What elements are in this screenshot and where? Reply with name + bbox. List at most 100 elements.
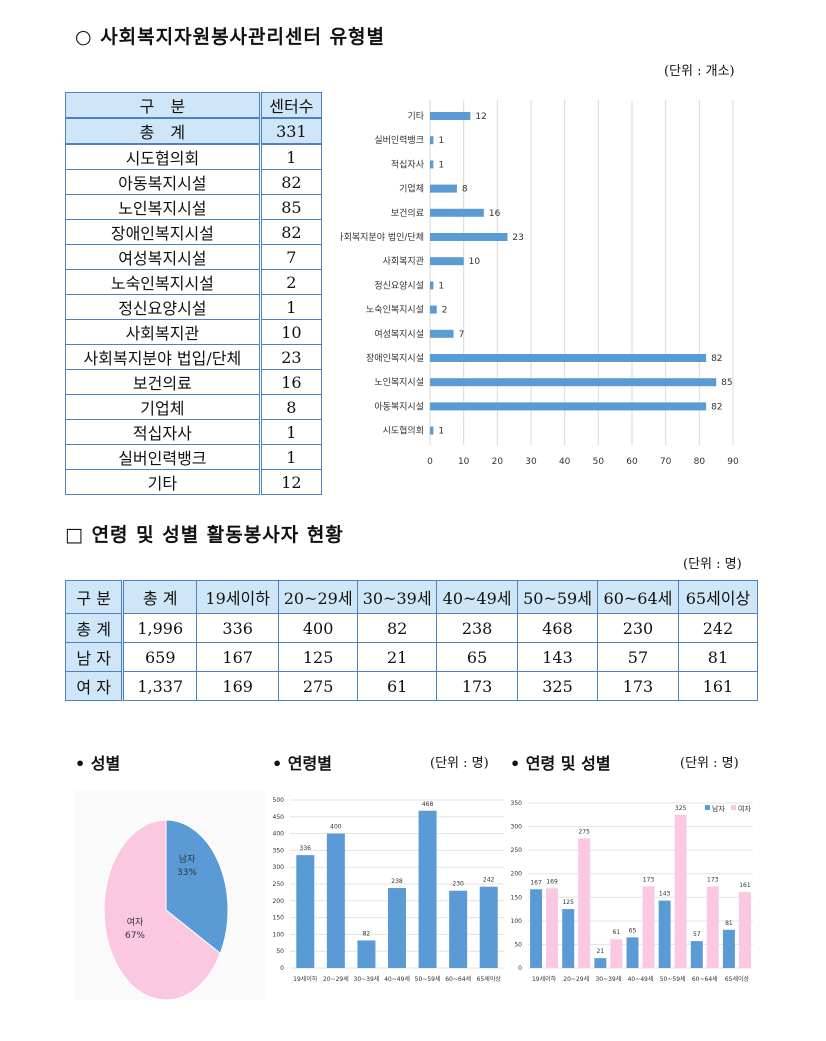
y-tick-label: 100 — [511, 918, 523, 925]
table-cell: 173 — [597, 671, 679, 701]
table-row: 장애인복지시설 82 — [65, 219, 323, 245]
table-cell: 사회복지관 — [65, 319, 262, 345]
bar — [722, 929, 735, 968]
table-cell: 82 — [259, 219, 323, 245]
data-label: 173 — [707, 876, 719, 883]
table-header: 총 계 — [122, 580, 198, 614]
data-label: 82 — [363, 930, 371, 937]
table-cell: 173 — [436, 671, 519, 701]
x-tick-label: 60~64세 — [445, 975, 471, 983]
y-tick-label: 0 — [518, 965, 522, 972]
data-label: 325 — [675, 805, 687, 812]
data-label: 8 — [462, 185, 468, 195]
table-cell: 총 계 — [64, 613, 125, 643]
bar — [642, 886, 655, 968]
y-tick-label: 100 — [273, 931, 285, 938]
x-tick-label: 65세이상 — [725, 975, 750, 983]
y-tick-label: 250 — [273, 881, 285, 888]
y-tick-label: 150 — [273, 915, 285, 922]
data-label: 12 — [475, 112, 486, 122]
table-cell: 85 — [259, 194, 323, 220]
y-tick-label: 400 — [273, 831, 285, 838]
x-tick-label: 50 — [593, 457, 605, 467]
table-cell: 468 — [517, 613, 598, 643]
table-cell: 161 — [677, 671, 759, 701]
x-tick-label: 40~49세 — [384, 975, 410, 983]
bar — [546, 888, 559, 968]
y-tick-label: 0 — [280, 965, 284, 972]
table-row: 적십자사 1 — [65, 419, 323, 445]
table-row: 기업체 8 — [65, 394, 323, 420]
slice-value: 33% — [177, 868, 197, 878]
legend-label: 여자 — [738, 804, 751, 813]
table-cell: 1 — [259, 419, 323, 445]
table-header: 30~39세 — [357, 580, 438, 614]
table-header: 50~59세 — [517, 580, 598, 614]
x-tick-label: 19세이하 — [293, 975, 318, 983]
table-row: 정신요양시설 1 — [65, 294, 323, 320]
data-label: 2 — [442, 306, 448, 316]
data-label: 400 — [330, 824, 342, 831]
data-label: 57 — [693, 931, 701, 938]
y-tick-label: 300 — [273, 864, 285, 871]
data-label: 61 — [613, 929, 621, 936]
section2-title: □ 연령 및 성별 활동봉사자 현황 — [65, 524, 344, 546]
slice-label: 남자 — [179, 854, 196, 865]
table-row: 총 계 331 — [65, 117, 323, 145]
table-cell: 21 — [357, 642, 438, 672]
table-row: 시도협의회 1 — [65, 143, 323, 170]
table-row: 남 자 659 167 125 21 65 143 57 81 — [64, 642, 759, 672]
y-tick-label: 50 — [514, 941, 522, 948]
bar — [388, 888, 406, 968]
data-label: 143 — [659, 891, 671, 898]
table-cell: 230 — [597, 613, 679, 643]
table-row: 실버인력뱅크 1 — [65, 444, 323, 470]
table-cell: 여 자 — [64, 671, 125, 701]
x-tick-label: 40~49세 — [628, 975, 654, 983]
legend-swatch — [731, 805, 736, 810]
table-cell: 325 — [517, 671, 598, 701]
bar — [296, 855, 315, 968]
y-tick-label: 150 — [511, 894, 523, 901]
table-cell: 57 — [597, 642, 679, 672]
age-gender-heading: • 연령 및 성별 — [510, 754, 611, 773]
data-label: 230 — [452, 881, 464, 888]
category-label: 실버인력뱅크 — [374, 134, 424, 146]
section1-unit: (단위 : 개소) — [664, 64, 735, 79]
data-label: 81 — [725, 920, 733, 927]
category-label: 여성복지시설 — [374, 328, 424, 340]
table-cell: 12 — [259, 469, 323, 495]
bar — [430, 329, 454, 338]
table-header: 65세이상 — [677, 580, 759, 614]
y-tick-label: 200 — [273, 898, 285, 905]
table-cell: 시도협의회 — [65, 143, 262, 170]
bar — [430, 184, 457, 193]
table-row: 기타 12 — [65, 469, 323, 495]
bar — [578, 838, 591, 968]
table-cell: 125 — [278, 642, 359, 672]
table-cell: 10 — [259, 319, 323, 345]
table-cell: 242 — [677, 613, 759, 643]
data-label: 21 — [597, 948, 605, 955]
x-tick-label: 50~59세 — [660, 975, 686, 983]
bar — [430, 257, 464, 266]
table-cell: 1,337 — [122, 671, 198, 701]
x-tick-label: 60 — [626, 457, 638, 467]
data-label: 169 — [546, 878, 558, 885]
table-row: 보건의료 16 — [65, 369, 323, 395]
bar — [326, 833, 345, 968]
table-row: 아동복지시설 82 — [65, 169, 323, 195]
category-label: 노인복지시설 — [374, 377, 424, 388]
bar — [626, 937, 639, 968]
section2-unit: (단위 : 명) — [683, 557, 742, 572]
data-label: 167 — [530, 879, 542, 886]
table-cell: 23 — [259, 344, 323, 370]
table-header: 구 분 — [65, 92, 262, 119]
data-label: 82 — [711, 354, 722, 364]
table-header: 센터수 — [259, 92, 323, 119]
y-tick-label: 300 — [511, 824, 523, 831]
table-cell: 적십자사 — [65, 419, 262, 445]
x-tick-label: 60~64세 — [692, 975, 718, 983]
category-label: 보건의료 — [391, 208, 424, 219]
